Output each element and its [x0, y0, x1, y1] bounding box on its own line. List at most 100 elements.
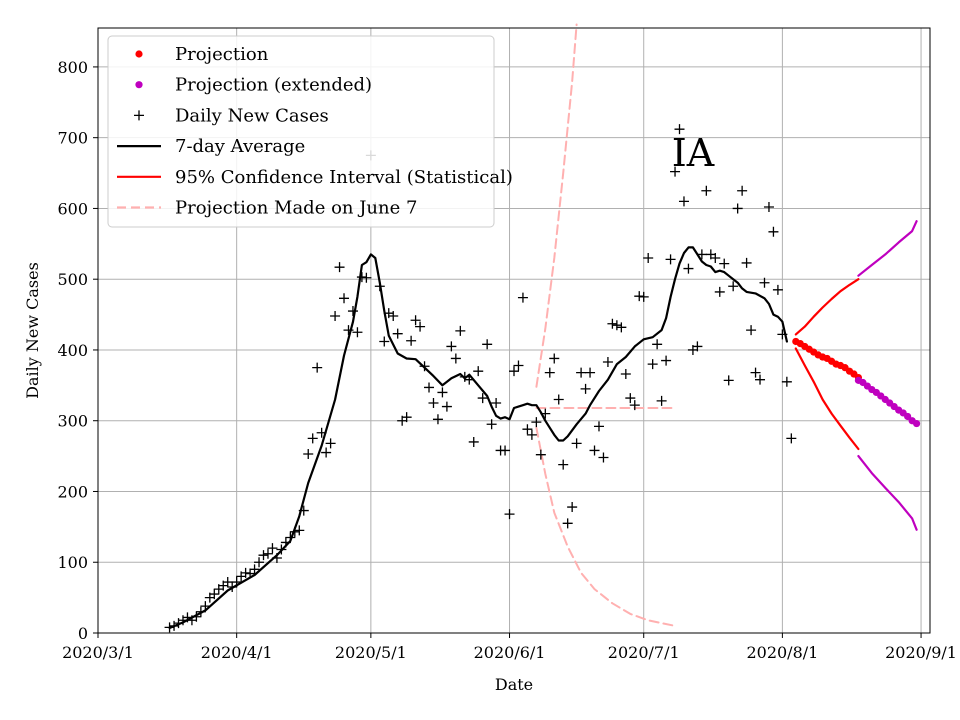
- data-point: [549, 353, 560, 364]
- y-tick-label: 0: [78, 624, 88, 643]
- legend: Projection Projection (extended) Daily New…: [107, 35, 513, 228]
- data-point: [240, 567, 251, 578]
- state-annotation: IA: [672, 131, 715, 175]
- data-point: [500, 445, 511, 456]
- data-point: [665, 254, 676, 265]
- data-point: [513, 360, 524, 371]
- legend-label: Projection: [175, 44, 269, 65]
- data-point: [231, 577, 242, 588]
- data-point: [330, 310, 341, 321]
- data-point: [692, 341, 703, 352]
- data-point: [732, 203, 743, 214]
- data-point: [504, 509, 515, 520]
- data-point: [267, 543, 278, 554]
- data-point: [455, 325, 466, 336]
- data-point: [629, 400, 640, 411]
- data-point: [316, 427, 327, 438]
- y-tick-label: 200: [57, 482, 88, 501]
- legend-label: Projection (extended): [175, 75, 372, 96]
- data-point: [607, 318, 618, 329]
- series-projection-made-on-june-7-lower: [535, 426, 676, 627]
- data-point: [303, 448, 314, 459]
- legend-item-projection-made-on-june-7: Projection Made on June 7: [117, 198, 417, 219]
- legend-item-7-day-average: 7-day Average: [117, 136, 305, 157]
- data-point: [464, 374, 475, 385]
- series-line: [794, 347, 860, 451]
- x-tick-label: 2020/4/1: [201, 643, 273, 662]
- data-point: [406, 335, 417, 346]
- axis-ticks: 2020/3/1 2020/4/1 2020/5/1 2020/6/1 2020/7/1…: [57, 58, 957, 662]
- data-point: [656, 395, 667, 406]
- data-point: [307, 433, 318, 444]
- data-point: [276, 544, 287, 555]
- legend-item-projection-extended: Projection (extended): [135, 75, 372, 96]
- data-point: [562, 518, 573, 529]
- data-point: [200, 601, 211, 612]
- legend-marker-dot: [135, 81, 143, 89]
- data-point: [432, 414, 443, 425]
- data-point: [441, 401, 452, 412]
- data-point: [598, 452, 609, 463]
- data-point: [509, 366, 519, 377]
- data-point: [643, 252, 654, 263]
- data-point: [593, 421, 604, 432]
- legend-box: [107, 35, 495, 228]
- data-point: [195, 606, 206, 617]
- data-point: [468, 436, 479, 447]
- y-tick-label: 500: [57, 270, 88, 289]
- data-point: [419, 361, 430, 372]
- data-point: [424, 382, 435, 393]
- x-tick-label: 2020/3/1: [62, 643, 134, 662]
- data-point: [670, 166, 681, 177]
- data-point: [347, 306, 358, 317]
- data-point: [585, 367, 596, 378]
- projection-point: [904, 412, 912, 421]
- data-point: [374, 281, 385, 292]
- series-confidence-interval-extended-lower: [857, 455, 918, 531]
- data-point: [571, 438, 582, 449]
- series-line: [535, 23, 578, 388]
- data-point: [410, 315, 421, 326]
- plot-frame: [97, 27, 931, 634]
- data-point: [258, 550, 269, 561]
- data-point: [696, 249, 707, 260]
- data-point: [482, 339, 493, 350]
- data-point: [634, 291, 645, 302]
- data-point: [763, 202, 774, 213]
- data-point: [401, 412, 412, 423]
- data-point: [777, 329, 788, 340]
- legend-marker-dot: [135, 50, 143, 58]
- data-point: [428, 398, 439, 409]
- data-point: [714, 286, 725, 297]
- x-axis-title: Date: [495, 675, 533, 694]
- data-point: [325, 438, 336, 449]
- y-tick-label: 600: [57, 199, 88, 218]
- series-95-confidence-interval-statistical-upper: [794, 278, 860, 336]
- data-point: [755, 374, 766, 385]
- data-point: [312, 362, 323, 373]
- data-point: [558, 459, 569, 470]
- data-point: [356, 272, 367, 283]
- data-point: [379, 336, 390, 347]
- legend-label: Daily New Cases: [175, 105, 329, 126]
- data-point: [678, 196, 689, 207]
- data-point: [271, 552, 282, 563]
- y-tick-label: 800: [57, 58, 88, 77]
- x-tick-label: 2020/7/1: [608, 643, 680, 662]
- series-line: [794, 278, 860, 336]
- series-confidence-interval-extended-upper: [857, 220, 918, 277]
- data-point: [638, 291, 649, 302]
- data-point: [750, 367, 761, 378]
- series-line: [857, 220, 918, 277]
- data-point: [723, 375, 734, 386]
- legend-label: 95% Confidence Interval (Statistical): [175, 167, 513, 188]
- data-point: [280, 537, 291, 548]
- data-point: [611, 320, 622, 331]
- data-point: [522, 424, 533, 435]
- data-point: [473, 366, 484, 377]
- data-point: [553, 394, 564, 405]
- data-point: [334, 262, 345, 273]
- series-line: [857, 455, 918, 531]
- series-projection: [792, 337, 863, 382]
- y-tick-label: 100: [57, 553, 88, 572]
